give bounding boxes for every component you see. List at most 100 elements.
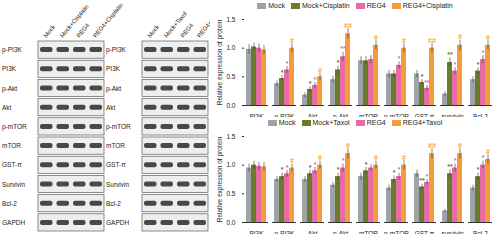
- svg-text:p-PI3K: p-PI3K: [275, 113, 296, 117]
- svg-text:*: *: [477, 166, 480, 173]
- svg-text:PI3K: PI3K: [249, 113, 264, 117]
- svg-text:##: ##: [344, 22, 352, 29]
- svg-text:p-mTOR: p-mTOR: [106, 123, 131, 131]
- svg-text:mTOR: mTOR: [106, 142, 125, 149]
- svg-text:1.0: 1.0: [226, 161, 235, 168]
- svg-text:*: *: [281, 166, 284, 173]
- svg-text:p-mTOR: p-mTOR: [384, 230, 409, 234]
- svg-text:#: #: [318, 67, 322, 74]
- svg-text:REG4: REG4: [75, 22, 91, 39]
- svg-text:#: #: [402, 37, 406, 44]
- svg-text:Akt: Akt: [106, 104, 116, 111]
- svg-text:*: *: [314, 76, 317, 83]
- svg-text:p-Akt: p-Akt: [333, 113, 348, 117]
- svg-text:#: #: [290, 157, 294, 164]
- svg-text:#: #: [290, 37, 294, 44]
- svg-text:0.5: 0.5: [226, 190, 235, 197]
- svg-text:**: **: [447, 163, 453, 170]
- svg-text:*: *: [398, 55, 401, 62]
- svg-text:**: **: [340, 45, 346, 52]
- svg-text:GST-π: GST-π: [415, 113, 435, 117]
- svg-text:Bcl-2: Bcl-2: [473, 113, 488, 117]
- svg-text:#: #: [346, 142, 350, 149]
- svg-text:GST-π: GST-π: [106, 161, 126, 168]
- svg-text:GAPDH: GAPDH: [106, 219, 129, 226]
- svg-text:PI3K: PI3K: [106, 65, 121, 72]
- svg-text:*: *: [421, 73, 424, 80]
- svg-text:**: **: [419, 177, 425, 184]
- svg-text:#: #: [374, 154, 378, 161]
- svg-text:p-mTOR: p-mTOR: [2, 123, 27, 131]
- svg-text:#: #: [402, 154, 406, 161]
- svg-text:*: *: [398, 166, 401, 173]
- svg-text:##: ##: [428, 37, 436, 44]
- svg-text:*: *: [477, 61, 480, 68]
- svg-text:Mock+Taxol: Mock+Taxol: [162, 10, 188, 39]
- svg-text:p-Akt: p-Akt: [333, 230, 348, 234]
- svg-text:*: *: [281, 69, 284, 76]
- svg-text:1.5: 1.5: [226, 133, 235, 140]
- svg-text:#: #: [318, 154, 322, 161]
- svg-text:*: *: [454, 157, 457, 164]
- svg-text:PI3K: PI3K: [2, 65, 17, 72]
- svg-text:PI3K: PI3K: [249, 230, 264, 234]
- svg-text:Akt: Akt: [308, 230, 318, 234]
- svg-text:GST-π: GST-π: [2, 161, 22, 168]
- svg-text:*: *: [286, 60, 289, 67]
- svg-text:REG4: REG4: [179, 22, 195, 39]
- svg-text:*: *: [314, 161, 317, 168]
- svg-text:p-Akt: p-Akt: [106, 85, 121, 93]
- svg-text:*: *: [454, 61, 457, 68]
- svg-text:survivin: survivin: [441, 113, 463, 117]
- svg-text:1.5: 1.5: [226, 16, 235, 23]
- svg-text:survivin: survivin: [441, 230, 463, 234]
- svg-text:**: **: [447, 51, 453, 58]
- svg-text:Mock: Mock: [146, 23, 160, 39]
- svg-text:0.0: 0.0: [226, 102, 235, 109]
- svg-text:Relative expression of protein: Relative expression of protein: [216, 136, 224, 222]
- svg-text:*: *: [393, 169, 396, 176]
- svg-text:p-mTOR: p-mTOR: [384, 113, 409, 117]
- svg-text:mTOR: mTOR: [359, 113, 378, 117]
- svg-text:p-PI3K: p-PI3K: [2, 46, 23, 54]
- svg-text:#: #: [458, 142, 462, 149]
- svg-text:Akt: Akt: [2, 104, 12, 111]
- svg-text:Survivin: Survivin: [2, 181, 26, 188]
- svg-text:#: #: [374, 34, 378, 41]
- svg-text:Akt: Akt: [308, 113, 318, 117]
- svg-text:#: #: [486, 148, 490, 155]
- svg-text:p-PI3K: p-PI3K: [106, 46, 127, 54]
- svg-text:REG4+Taxol: REG4+Taxol: [196, 9, 210, 39]
- svg-text:#: #: [458, 33, 462, 40]
- svg-text:p-Akt: p-Akt: [2, 85, 17, 93]
- svg-text:*: *: [342, 157, 345, 164]
- svg-text:Mock+Cisplatin: Mock+Cisplatin: [59, 3, 90, 38]
- svg-text:GST-π: GST-π: [415, 230, 435, 234]
- svg-text:0.0: 0.0: [226, 219, 235, 226]
- svg-text:Relative expression of protein: Relative expression of protein: [216, 19, 224, 105]
- svg-text:**: **: [424, 79, 430, 86]
- svg-text:Mock: Mock: [42, 23, 56, 39]
- svg-text:##: ##: [428, 142, 436, 149]
- svg-text:mTOR: mTOR: [2, 142, 21, 149]
- svg-text:*: *: [286, 164, 289, 171]
- svg-text:Bcl-2: Bcl-2: [106, 200, 121, 207]
- svg-text:*: *: [426, 173, 429, 180]
- svg-text:*: *: [309, 164, 312, 171]
- svg-text:*: *: [337, 59, 340, 66]
- svg-text:mTOR: mTOR: [359, 230, 378, 234]
- svg-text:Bcl-2: Bcl-2: [473, 230, 488, 234]
- svg-text:GAPDH: GAPDH: [2, 219, 25, 226]
- svg-text:REG4+Cisplatin: REG4+Cisplatin: [92, 2, 124, 39]
- svg-text:0.5: 0.5: [226, 73, 235, 80]
- svg-text:p-PI3K: p-PI3K: [275, 230, 296, 234]
- svg-text:1.0: 1.0: [226, 44, 235, 51]
- svg-text:Survivin: Survivin: [106, 181, 130, 188]
- svg-text:Bcl-2: Bcl-2: [2, 200, 17, 207]
- svg-text:*: *: [309, 80, 312, 87]
- svg-text:*: *: [482, 154, 485, 161]
- svg-text:*: *: [365, 161, 368, 168]
- svg-text:#: #: [486, 34, 490, 41]
- svg-text:*: *: [482, 49, 485, 56]
- svg-text:*: *: [337, 166, 340, 173]
